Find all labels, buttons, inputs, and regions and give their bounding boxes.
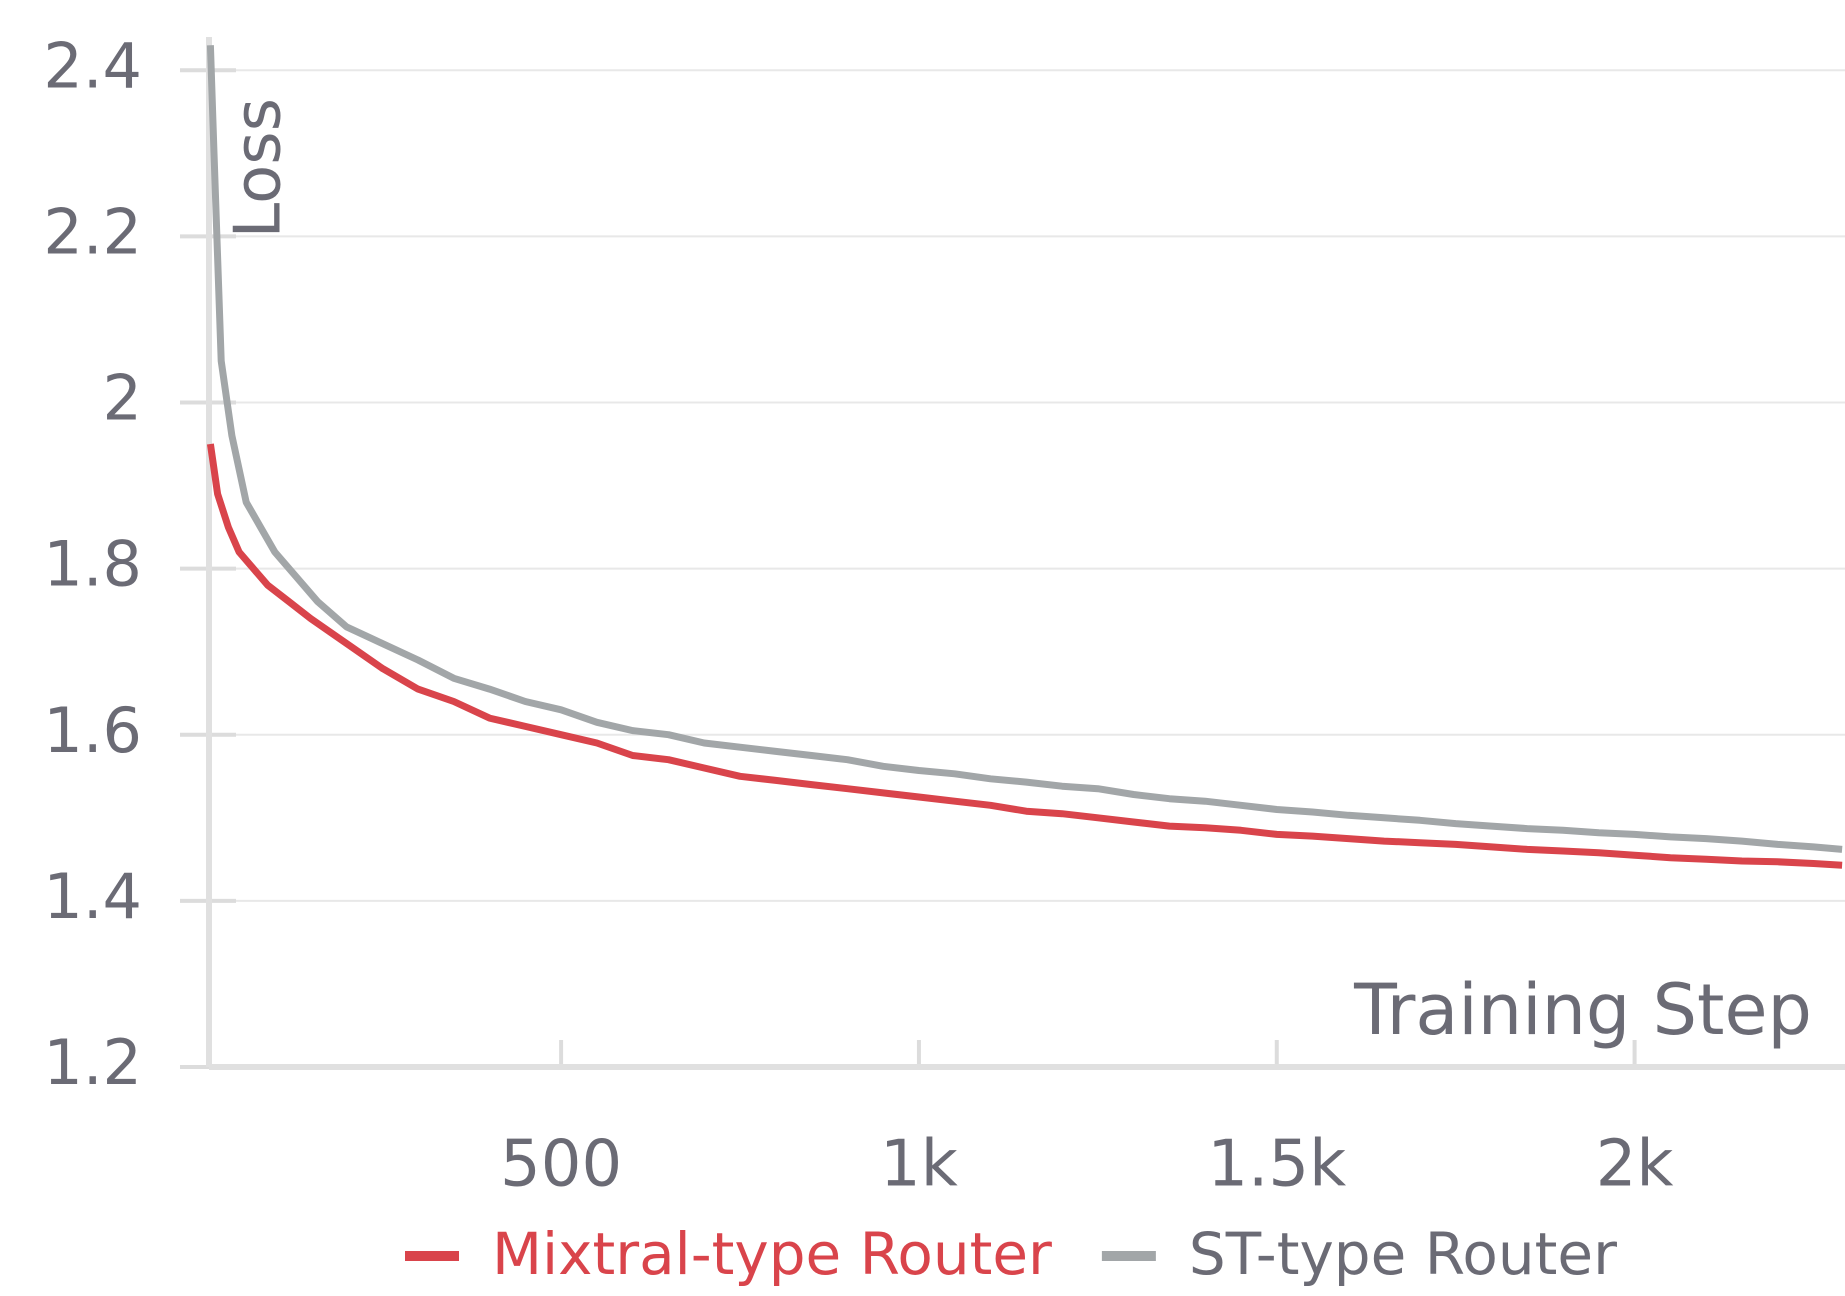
y-tick-label: 1.8 [43,528,142,601]
y-tick-label: 2.2 [43,195,142,268]
y-tick-label: 2 [103,362,142,435]
line [206,45,1843,853]
x-axis-label: Training Step [1353,969,1812,1051]
y-tick-label: 2.4 [43,29,142,102]
legend-label: Mixtral-type Router [492,1220,1052,1288]
x-tick-label: 1.5k [1207,1128,1346,1202]
line [206,443,1843,869]
x-tick-label: 1k [880,1128,958,1202]
y-tick-label: 1.2 [43,1026,142,1099]
y-tick-label: 1.4 [43,860,142,933]
x-tick-label: 2k [1596,1128,1674,1202]
x-tick-label: 500 [500,1128,622,1202]
y-tick-label: 1.6 [43,694,142,767]
legend-label: ST-type Router [1189,1220,1617,1288]
y-axis-label: Loss [222,98,296,238]
